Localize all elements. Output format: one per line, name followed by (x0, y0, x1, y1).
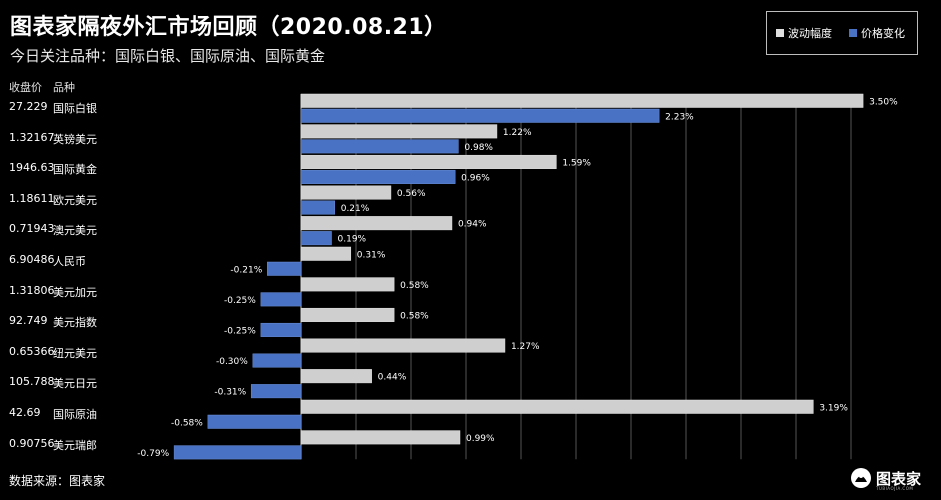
data-label-volatility: 0.58% (400, 281, 429, 291)
bar-price-change (300, 108, 660, 123)
logo-icon (851, 468, 871, 488)
bar-price-change (260, 292, 302, 307)
bar-volatility (300, 93, 864, 108)
data-label-price-change: -0.21% (230, 265, 262, 275)
bar-price-change (260, 322, 302, 337)
data-label-price-change: 0.19% (338, 235, 367, 245)
data-label-volatility: 0.56% (397, 189, 426, 199)
bar-price-change (252, 353, 302, 368)
data-label-volatility: 1.59% (562, 158, 591, 168)
legend-item-price-change: 价格变化 (849, 25, 905, 41)
data-label-price-change: 0.96% (461, 173, 490, 183)
bar-price-change (300, 231, 332, 246)
data-label-price-change: -0.79% (137, 449, 169, 459)
bar-volatility (300, 399, 814, 414)
category-label: 美元瑞郎 (53, 438, 97, 452)
bar-price-change (250, 384, 302, 399)
legend-item-volatility: 波动幅度 (776, 25, 832, 41)
bar-price-change (267, 261, 302, 276)
data-label-volatility: 0.99% (466, 434, 495, 444)
bar-price-change (207, 414, 302, 429)
bar-volatility (300, 430, 461, 445)
category-label: 纽元美元 (53, 346, 97, 360)
bar-volatility (300, 216, 453, 231)
data-label-price-change: -0.25% (224, 326, 256, 336)
data-label-volatility: 1.22% (503, 128, 532, 138)
data-label-price-change: 2.23% (665, 112, 694, 122)
data-label-price-change: -0.30% (216, 357, 248, 367)
data-label-volatility: 0.94% (458, 220, 487, 230)
data-label-price-change: 0.98% (464, 143, 493, 153)
closing-price: 1.32167 (9, 130, 55, 144)
legend: 波动幅度 价格变化 (766, 11, 918, 55)
data-source: 数据来源：图表家 (9, 474, 106, 488)
category-label: 美元加元 (53, 285, 97, 299)
category-label: 美元指数 (53, 316, 97, 330)
data-label-price-change: -0.31% (214, 388, 246, 398)
category-label: 英镑美元 (53, 132, 97, 146)
logo-text: 图表家 (876, 469, 922, 488)
closing-price: 1.31806 (9, 283, 55, 297)
bar-volatility (300, 124, 498, 139)
closing-price: 1.18611 (9, 191, 55, 205)
bar-volatility (300, 307, 395, 322)
logo-subtext: TUBIAOJIA.COM (876, 486, 914, 491)
data-label-volatility: 1.27% (511, 342, 540, 352)
chart-title: 图表家隔夜外汇市场回顾（2020.08.21） (10, 15, 447, 40)
bar-volatility (300, 185, 392, 200)
category-label: 国际黄金 (53, 163, 97, 177)
data-label-price-change: -0.25% (224, 296, 256, 306)
closing-price: 0.71943 (9, 222, 55, 236)
bar-volatility (300, 338, 506, 353)
data-label-volatility: 0.44% (378, 373, 407, 383)
data-label-volatility: 0.31% (357, 250, 386, 260)
legend-swatch-price-change (849, 29, 857, 37)
bar-price-change (300, 200, 335, 215)
closing-price: 42.69 (9, 406, 41, 419)
closing-price: 6.90486 (9, 253, 55, 266)
closing-price: 0.65366 (9, 344, 55, 358)
closing-price: 105.788 (9, 375, 55, 389)
bar-volatility (300, 246, 352, 261)
legend-label-price-change: 价格变化 (861, 27, 905, 40)
chart-subtitle: 今日关注品种：国际白银、国际原油、国际黄金 (10, 47, 326, 65)
data-label-volatility: 3.19% (819, 403, 848, 413)
column-header-price: 收盘价 (9, 81, 42, 94)
bar-volatility (300, 154, 557, 169)
closing-price: 0.90756 (9, 436, 55, 450)
legend-label-volatility: 波动幅度 (788, 27, 832, 40)
category-label: 国际原油 (53, 408, 97, 421)
bar-price-change (300, 169, 456, 184)
bar-price-change (173, 445, 302, 460)
legend-swatch-volatility (776, 29, 784, 37)
category-label: 国际白银 (53, 102, 97, 115)
bar-volatility (300, 369, 372, 384)
brand-logo: 图表家 TUBIAOJIA.COM (850, 467, 922, 491)
column-header-name: 品种 (53, 81, 75, 94)
data-label-volatility: 3.50% (869, 97, 898, 107)
closing-price: 92.749 (9, 314, 48, 328)
data-label-price-change: -0.58% (171, 418, 203, 428)
category-label: 人民币 (53, 255, 86, 268)
category-label: 美元日元 (53, 377, 97, 391)
bar-volatility (300, 277, 395, 292)
closing-price: 1946.63 (9, 161, 55, 175)
category-label: 澳元美元 (53, 224, 97, 238)
category-label: 欧元美元 (53, 193, 97, 207)
closing-price: 27.229 (9, 100, 48, 113)
bar-price-change (300, 139, 459, 154)
data-label-volatility: 0.58% (400, 311, 429, 321)
data-label-price-change: 0.21% (341, 204, 370, 214)
